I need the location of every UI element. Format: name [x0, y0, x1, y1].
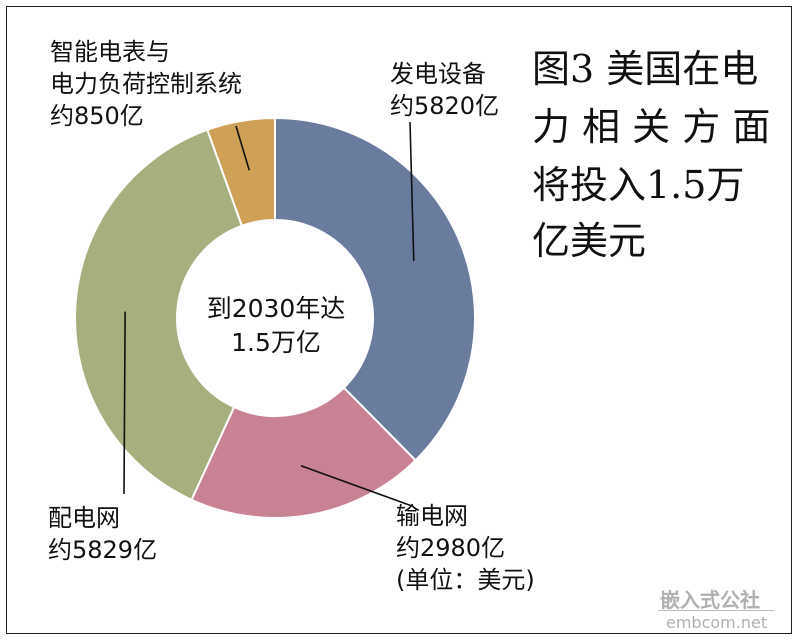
watermark-en: embcom.net [666, 613, 768, 632]
center-label-line-1: 到2030年达 [206, 294, 346, 323]
center-label-line-2: 1.5万亿 [231, 328, 321, 357]
slice-smart [206, 116, 276, 228]
leader-line-gen [409, 121, 415, 262]
title-line-4: 亿美元 [532, 219, 647, 263]
leader-line-trans [300, 464, 413, 507]
slice-label-dist: 配电网 约5829亿 [48, 502, 157, 566]
slice-label-trans-value: 约2980亿 [396, 534, 506, 562]
watermark-divider [658, 610, 774, 611]
leader-line-smart [235, 125, 251, 171]
slice-label-smart-line-1: 智能电表与 [50, 38, 170, 66]
slice-dist [74, 128, 244, 502]
unit-note: (单位：美元) [396, 566, 535, 594]
slice-label-dist-line-1: 配电网 [48, 504, 120, 532]
slice-label-trans-line-1: 输电网 [396, 502, 468, 530]
title-line-1: 图3 美国在电 [532, 47, 759, 91]
slice-label-smart: 智能电表与 电力负荷控制系统 约850亿 [50, 36, 242, 132]
slice-label-smart-value: 约850亿 [50, 102, 144, 130]
slice-gen [274, 116, 476, 462]
slice-label-gen-line-1: 发电设备 [390, 60, 486, 88]
slice-label-dist-value: 约5829亿 [48, 536, 158, 564]
slice-label-smart-line-2: 电力负荷控制系统 [50, 70, 242, 98]
center-label: 到2030年达 1.5万亿 [176, 292, 376, 360]
slice-trans [190, 386, 417, 519]
watermark-cn: 嵌入式公社 [660, 588, 760, 612]
leader-line-dist [123, 311, 126, 495]
title-line-2: 力 相 关 方 面 [532, 105, 771, 149]
slice-label-trans: 输电网 约2980亿 (单位：美元) [396, 500, 535, 596]
slice-label-gen: 发电设备 约5820亿 [390, 58, 499, 122]
slice-label-gen-value: 约5820亿 [390, 92, 500, 120]
title-line-3: 将投入1.5万 [532, 163, 745, 207]
